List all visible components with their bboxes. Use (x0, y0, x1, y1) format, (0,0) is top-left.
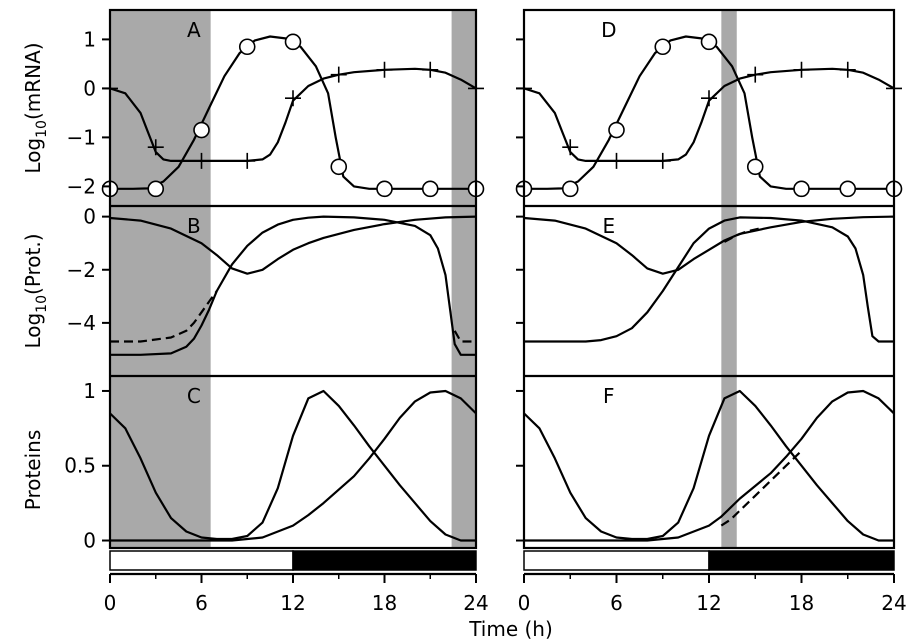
y-tick-label: 0 (83, 529, 96, 553)
data-point-plus-a (330, 66, 347, 83)
panel-letter: A (187, 18, 201, 42)
panel-c: C (110, 384, 476, 542)
data-point-circle-d (700, 33, 718, 51)
data-point-plus-a (239, 152, 256, 169)
panel-e: E (524, 214, 894, 343)
series-line-c-0 (110, 389, 476, 542)
y-tick-label: −1 (67, 125, 96, 149)
series-line-d-0 (524, 35, 894, 190)
data-point-plus-d (701, 90, 717, 107)
data-point-circle-a (376, 180, 393, 198)
light-phase-bar (109, 550, 294, 571)
series-line-e-0 (524, 215, 894, 275)
series-line-f-2 (720, 450, 803, 527)
x-tick-label: 6 (610, 591, 623, 615)
panel-b: B (110, 214, 476, 356)
x-tick-label: 18 (372, 591, 397, 615)
light-phase-bar (523, 550, 710, 571)
series-line-a-0 (110, 35, 476, 190)
data-point-circle-a (147, 180, 165, 198)
series-line-d-1 (524, 67, 894, 162)
series-line-b-2 (110, 290, 218, 343)
data-point-plus-a (193, 152, 210, 169)
x-tick-label: 12 (696, 591, 721, 615)
panel-letter: D (601, 18, 616, 42)
series-line-a-1 (110, 67, 476, 162)
data-point-plus-d (747, 66, 764, 83)
data-point-plus-a (376, 61, 393, 78)
data-point-circle-a (284, 33, 302, 51)
y-tick-label: −2 (67, 174, 96, 198)
data-point-plus-d (839, 61, 856, 78)
panel-letter: F (603, 384, 615, 408)
x-tick-label: 0 (104, 591, 117, 615)
shaded-region-e-0 (721, 206, 737, 376)
data-point-circle-d (561, 180, 579, 198)
panel-d: D (515, 18, 903, 198)
series-line-b-1 (110, 215, 476, 356)
y-tick-label: 1 (83, 27, 96, 51)
shaded-region-a-1 (451, 10, 476, 206)
y-tick-label: 1 (83, 379, 96, 403)
data-point-circle-a (238, 38, 256, 56)
x-tick-label: 0 (518, 591, 531, 615)
panel-frame-left (108, 8, 478, 550)
data-point-plus-d (793, 61, 810, 78)
shaded-region-c-0 (110, 376, 211, 548)
data-point-circle-a (421, 180, 439, 198)
y-axis-title-proteins: Proteins (21, 430, 45, 511)
series-line-e-2 (723, 226, 764, 243)
x-axis-title: Time (h) (468, 617, 553, 641)
data-point-circle-a (330, 158, 348, 176)
panel-letter: B (187, 214, 201, 238)
x-tick-label: 24 (463, 591, 488, 615)
shaded-region-a-0 (110, 10, 211, 206)
data-point-circle-d (654, 38, 672, 56)
data-point-circle-a (193, 121, 210, 139)
series-line-b-3 (453, 330, 476, 343)
shaded-region-b-1 (451, 206, 476, 376)
y-tick-label: 0 (83, 205, 96, 229)
data-point-circle-d (839, 180, 857, 198)
series-line-e-1 (524, 216, 894, 343)
panel-letter: C (187, 384, 201, 408)
x-tick-label: 6 (195, 591, 208, 615)
data-point-circle-d (793, 180, 810, 198)
y-tick-label: 0 (83, 76, 96, 100)
series-line-f-0 (524, 389, 894, 542)
y-tick-label: 0.5 (64, 454, 96, 478)
y-axis-title-mrna: Log10(mRNA) (21, 42, 50, 173)
x-tick-label: 18 (789, 591, 814, 615)
dark-phase-bar (708, 550, 895, 571)
y-tick-label: −4 (67, 311, 96, 335)
series-line-c-1 (110, 389, 476, 542)
data-point-plus-a (147, 139, 164, 156)
shaded-region-b-0 (110, 206, 211, 376)
y-axis-title-prot: Log10(Prot.) (21, 233, 50, 348)
y-tick-label: −2 (67, 258, 96, 282)
panel-f: F (524, 384, 894, 542)
data-point-circle-d (746, 158, 764, 176)
panel-letter: E (602, 214, 615, 238)
series-line-f-1 (524, 389, 894, 542)
x-tick-label: 24 (881, 591, 906, 615)
data-point-plus-d (608, 152, 625, 169)
data-point-plus-a (285, 90, 301, 107)
shaded-region-d-0 (721, 10, 737, 206)
x-tick-label: 12 (280, 591, 305, 615)
data-point-plus-d (562, 139, 579, 156)
panel-frame-right (522, 8, 896, 550)
dark-phase-bar (292, 550, 477, 571)
data-point-plus-d (654, 152, 671, 169)
shaded-region-c-1 (451, 376, 476, 548)
data-point-plus-a (422, 61, 439, 78)
data-point-circle-d (608, 121, 625, 139)
